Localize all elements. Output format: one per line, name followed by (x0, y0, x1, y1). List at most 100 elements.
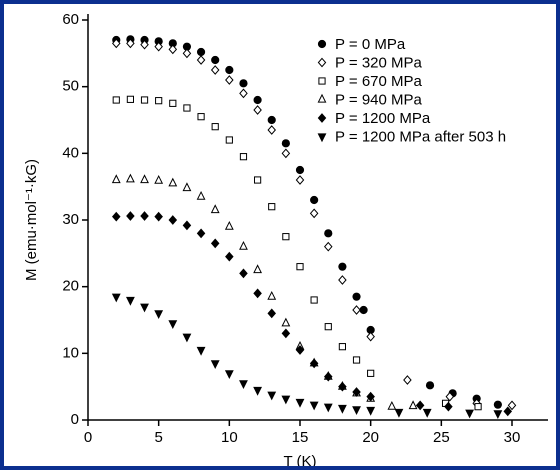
point (394, 408, 404, 418)
point (239, 240, 248, 250)
point (309, 358, 319, 369)
point (267, 115, 276, 125)
point (111, 293, 121, 303)
point (310, 296, 318, 304)
point (112, 211, 121, 222)
point (254, 176, 262, 184)
point (112, 96, 120, 104)
point (281, 139, 290, 148)
point (196, 346, 206, 356)
x-tick-label: 10 (221, 429, 238, 446)
point (493, 410, 503, 420)
point (281, 395, 291, 405)
point (169, 99, 177, 107)
point (366, 331, 375, 342)
point (324, 241, 333, 252)
point (309, 208, 319, 219)
point (422, 408, 432, 418)
point (210, 360, 220, 370)
point (225, 251, 234, 262)
point (267, 308, 276, 319)
point (338, 275, 347, 285)
point (154, 310, 164, 320)
point (125, 173, 135, 183)
point (140, 174, 149, 184)
point (253, 288, 262, 299)
point (281, 317, 291, 327)
point (366, 406, 376, 416)
y-tick-label: 10 (62, 344, 79, 361)
point (140, 303, 149, 313)
point (253, 95, 262, 105)
legend-label: P = 1200 MPa (335, 110, 431, 127)
point (196, 190, 206, 200)
point (338, 381, 347, 392)
point (210, 238, 220, 249)
y-tick-label: 30 (62, 211, 79, 228)
point (168, 215, 178, 225)
point (403, 375, 412, 385)
legend-label: P = 1200 MPa after 503 h (335, 128, 506, 145)
legend-label: P = 320 MPa (335, 54, 423, 71)
point (445, 391, 455, 402)
point (465, 409, 475, 419)
point (295, 175, 305, 185)
point (140, 39, 149, 50)
point (210, 204, 220, 214)
point (182, 48, 192, 59)
point (337, 404, 347, 414)
point (239, 153, 248, 161)
point (196, 55, 206, 65)
x-tick-label: 30 (504, 429, 521, 446)
point (182, 333, 192, 343)
legend-label: P = 940 MPa (335, 91, 423, 108)
point (295, 345, 305, 355)
point (140, 211, 149, 221)
point (425, 381, 435, 390)
point (268, 203, 276, 211)
point (239, 79, 248, 88)
point (503, 406, 513, 417)
point (408, 400, 418, 410)
point (211, 123, 219, 131)
x-tick-label: 0 (84, 429, 92, 446)
point (182, 220, 192, 231)
point (155, 97, 163, 105)
x-tick-label: 5 (154, 429, 162, 446)
point (239, 380, 248, 390)
x-tick-label: 20 (362, 429, 379, 446)
point (352, 305, 361, 315)
legend-marker (317, 57, 327, 68)
legend-marker (317, 133, 327, 143)
point (415, 400, 425, 411)
point (253, 264, 263, 274)
x-tick-label: 25 (433, 429, 450, 446)
point (367, 369, 375, 377)
point (196, 228, 206, 239)
point (154, 41, 163, 52)
y-tick-label: 50 (62, 78, 79, 95)
point (253, 386, 263, 396)
point (225, 65, 234, 75)
point (168, 44, 178, 55)
y-tick-label: 0 (71, 411, 79, 428)
point (253, 105, 262, 115)
point (168, 177, 178, 187)
legend-marker (317, 93, 327, 103)
y-tick-label: 60 (62, 11, 79, 28)
point (126, 95, 135, 103)
y-axis-label: M (emu·mol⁻¹·kG) (23, 159, 40, 281)
point (281, 328, 291, 339)
point (444, 401, 453, 412)
point (352, 387, 361, 397)
point (239, 268, 248, 279)
point (296, 263, 304, 271)
legend-marker (318, 77, 326, 85)
legend-marker (317, 39, 327, 49)
point (324, 371, 333, 382)
point (310, 195, 319, 205)
point (224, 220, 234, 230)
point (125, 296, 135, 306)
